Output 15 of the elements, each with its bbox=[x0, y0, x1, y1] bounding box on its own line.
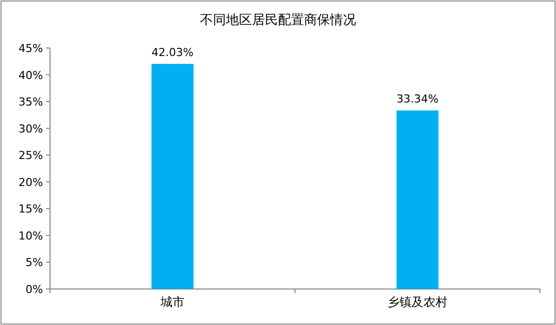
data-label: 42.03% bbox=[152, 46, 194, 59]
y-tick-label: 35% bbox=[18, 96, 43, 109]
x-tick-label: 乡镇及农村 bbox=[388, 295, 448, 309]
chart-title: 不同地区居民配置商保情况 bbox=[200, 13, 356, 28]
data-label: 33.34% bbox=[396, 92, 438, 106]
y-tick-label: 25% bbox=[18, 149, 43, 162]
y-tick-label: 30% bbox=[18, 122, 43, 136]
y-tick-label: 15% bbox=[18, 202, 43, 216]
y-tick-label: 10% bbox=[18, 229, 43, 242]
y-tick-label: 5% bbox=[26, 256, 43, 270]
y-tick-label: 0% bbox=[26, 283, 43, 296]
y-tick-label: 45% bbox=[18, 42, 43, 55]
y-tick-label: 20% bbox=[18, 176, 43, 189]
y-tick-label: 40% bbox=[18, 68, 43, 82]
x-tick-label: 城市 bbox=[160, 295, 184, 309]
